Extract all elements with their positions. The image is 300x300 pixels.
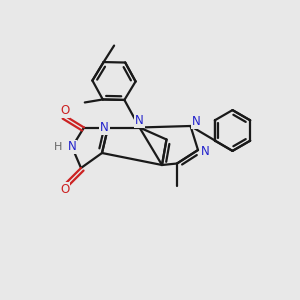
Text: O: O [60,183,69,196]
Text: H: H [54,142,63,152]
Text: N: N [135,114,144,128]
Text: O: O [60,103,69,117]
Text: N: N [68,140,76,154]
Text: N: N [201,145,210,158]
Text: N: N [191,115,200,128]
Text: N: N [100,121,109,134]
